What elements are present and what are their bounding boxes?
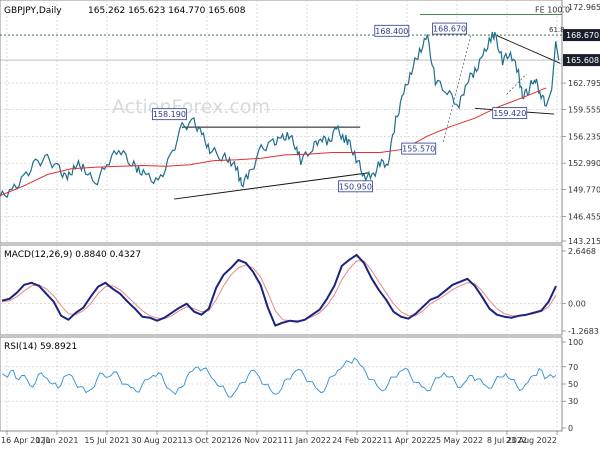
x-tick-label: 1 Jun 2021 (35, 436, 78, 445)
price-tick-label: 149.770 (568, 185, 600, 194)
macd-tick-label: 2.6468 (568, 247, 596, 256)
rsi-tick-label: 70 (568, 363, 578, 372)
price-label-box (338, 180, 373, 193)
x-tick-label: 15 Jul 2021 (84, 436, 129, 445)
price-tick-label: 172.965 (568, 3, 600, 12)
price-label-box (432, 22, 468, 35)
fe-level-label: FE 100.0 (535, 5, 570, 14)
trendline (496, 35, 561, 64)
rsi-tick-label: 30 (568, 397, 578, 406)
x-tick-label: 13 Oct 2021 (182, 436, 231, 445)
x-tick-label: 23 Aug 2022 (506, 436, 557, 445)
price-grid (0, 0, 562, 243)
price-label-text: 150.950 (339, 182, 372, 191)
x-tick-label: 16 Apr 2021 (1, 436, 50, 445)
macd-grid (0, 245, 562, 335)
price-tick-label-bg (563, 29, 600, 42)
rsi-line (1, 357, 557, 398)
price-tick-label: 156.235 (568, 133, 600, 142)
price-tick-label-bg (563, 54, 600, 67)
price-series-line (0, 31, 560, 199)
price-panel: ActionForex.com FE 100.0 61.8 158.190 150.… (0, 0, 570, 244)
x-tick-label: 26 Nov 2021 (231, 436, 282, 445)
chart-symbol: GBPJPY,Daily (4, 6, 62, 16)
x-tick-label: 25 May 2022 (431, 436, 483, 445)
rsi-tick-label: 100 (568, 338, 583, 347)
fib-label: 61.8 (549, 26, 565, 34)
x-tick-label: 11 Apr 2022 (382, 436, 431, 445)
price-annotation-labels: 158.190 150.950 168.400 168.670 155.570 159.4… (151, 22, 528, 193)
price-tick-label: 143.215 (568, 237, 600, 246)
macd-line (1, 253, 557, 327)
x-tick-label: 30 Aug 2021 (131, 436, 182, 445)
sma-series-line (0, 87, 547, 197)
rsi-title: RSI(14) 59.8921 (4, 342, 77, 352)
macd-tick-label: 0.00 (568, 300, 586, 309)
rsi-tick-label: 50 (568, 380, 578, 389)
price-tick-label: 146.455 (568, 213, 600, 222)
price-tick-label: 165.608 (566, 56, 599, 65)
price-label-box (401, 142, 437, 155)
x-tick-label: 24 Feb 2022 (332, 436, 382, 445)
price-label-text: 168.670 (433, 25, 466, 34)
price-trendlines: FE 100.0 61.8 (0, 5, 570, 200)
macd-tick-label: -1.2683 (568, 327, 599, 336)
rsi-grid (0, 337, 562, 431)
signal-line (1, 260, 557, 322)
price-tick-label: 159.555 (568, 106, 600, 115)
y-axes: 172.965 168.670 165.608 162.795 159.555 156.2… (562, 3, 600, 433)
rsi-series (1, 357, 557, 398)
price-panel-frame (0, 0, 563, 244)
chart-ohlc: 165.262 165.623 164.770 165.608 (88, 6, 246, 16)
fib-connector (442, 34, 472, 143)
price-tick-label: 152.990 (568, 159, 600, 168)
macd-series (1, 253, 557, 327)
rsi-panel: RSI(14) 59.8921 (0, 336, 563, 432)
macd-panel-frame (0, 244, 563, 336)
price-label-text: 155.570 (402, 145, 435, 154)
macd-title: MACD(12,26,9) 0.8840 0.4327 (4, 250, 141, 260)
price-label-text: 159.420 (493, 109, 526, 118)
price-label-text: 158.190 (153, 110, 186, 119)
price-label-box (492, 107, 528, 120)
price-label-box (374, 24, 410, 37)
price-label-box (151, 108, 187, 121)
price-series (0, 31, 560, 199)
rsi-tick-label: 0 (568, 424, 573, 433)
watermark-text: ActionForex.com (112, 96, 270, 118)
fib-connector (506, 73, 527, 95)
macd-panel: MACD(12,26,9) 0.8840 0.4327 (0, 244, 563, 336)
trendline (174, 172, 369, 200)
x-tick-label: 11 Jan 2022 (283, 436, 331, 445)
price-label-text: 168.400 (375, 27, 408, 36)
price-tick-label: 162.795 (568, 79, 600, 88)
price-tick-label: 168.670 (566, 31, 599, 40)
x-tick-label: 8 Jul 2022 (487, 436, 527, 445)
